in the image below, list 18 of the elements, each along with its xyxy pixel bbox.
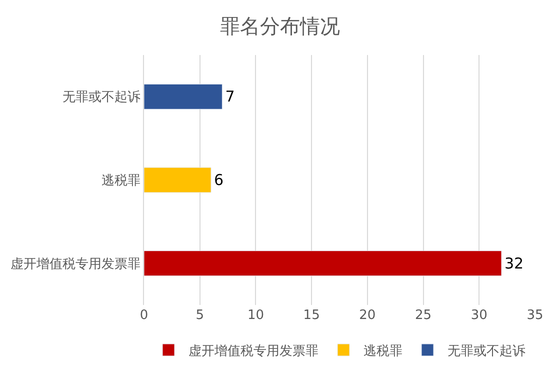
data-label: 7 bbox=[225, 88, 235, 106]
x-tick-label: 30 bbox=[470, 308, 488, 323]
x-tick-label: 35 bbox=[526, 308, 544, 323]
y-tick-label: 无罪或不起诉 bbox=[62, 90, 140, 106]
x-tick-label: 10 bbox=[247, 308, 264, 323]
legend-label: 逃税罪 bbox=[364, 344, 402, 360]
data-label: 6 bbox=[214, 171, 224, 189]
legend-label: 无罪或不起诉 bbox=[448, 344, 526, 360]
legend-label: 虚开增值税专用发票罪 bbox=[188, 344, 318, 360]
data-label: 32 bbox=[504, 254, 524, 272]
x-tick-label: 15 bbox=[303, 308, 320, 323]
chart-title: 罪名分布情况 bbox=[220, 14, 340, 38]
x-tick-label: 0 bbox=[140, 308, 148, 323]
y-tick-label: 虚开增值税专用发票罪 bbox=[10, 256, 140, 272]
y-tick-label: 逃税罪 bbox=[101, 174, 140, 189]
x-tick-label: 20 bbox=[359, 308, 376, 323]
x-tick-label: 5 bbox=[196, 308, 204, 323]
x-tick-label: 25 bbox=[415, 308, 432, 323]
